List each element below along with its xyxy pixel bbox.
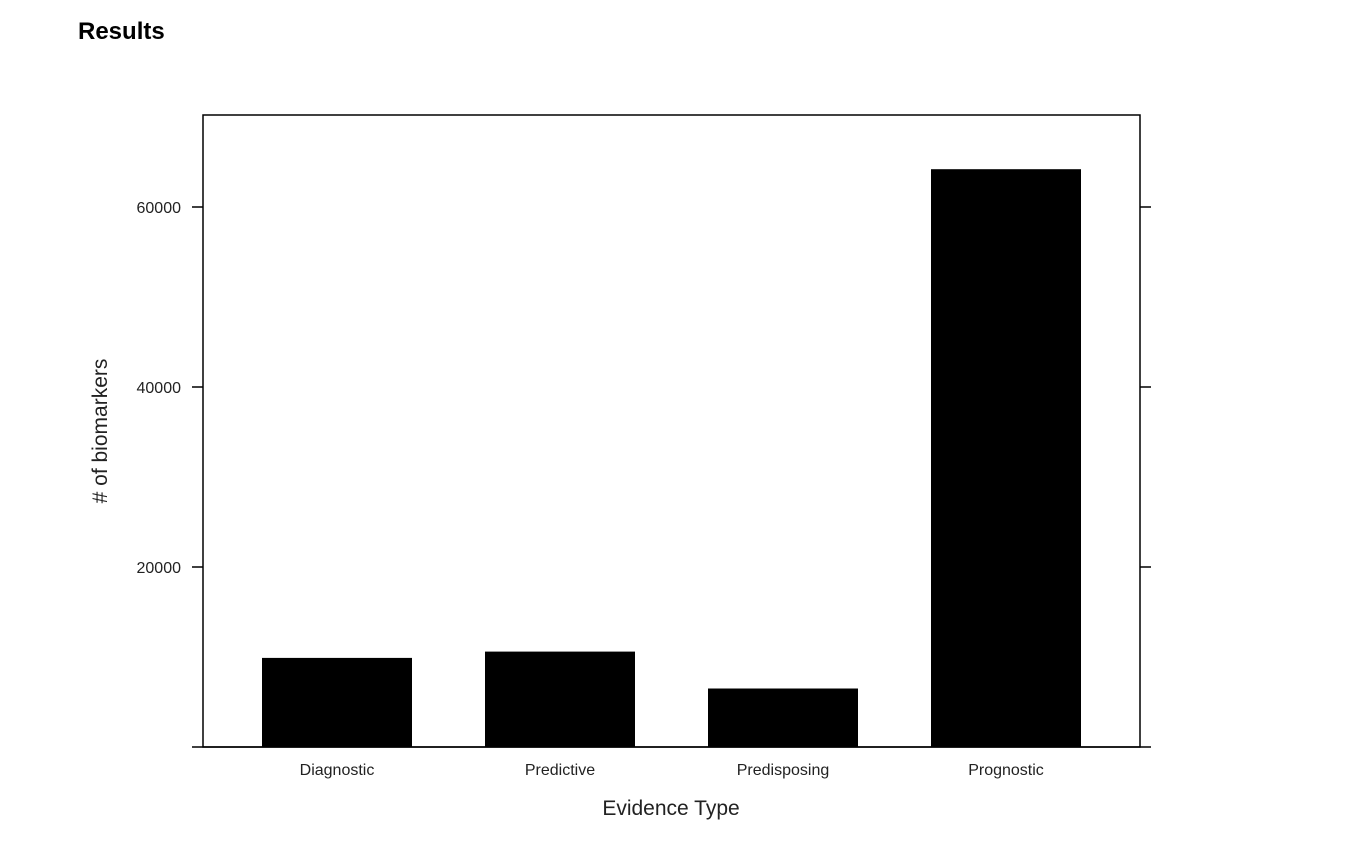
bars-group xyxy=(262,169,1081,747)
bar-predisposing xyxy=(708,688,858,747)
bar-diagnostic xyxy=(262,657,412,747)
y-tick-label: 40000 xyxy=(137,380,182,397)
bar-prognostic xyxy=(931,169,1081,747)
y-tick-label: 20000 xyxy=(137,560,182,577)
x-tick-labels-group: Diagnostic Predictive Predisposing Prognost… xyxy=(300,762,1044,779)
x-tick-label: Predictive xyxy=(525,762,595,779)
y-tick-label: 60000 xyxy=(137,200,182,217)
y-axis-title: # of biomarkers xyxy=(89,359,112,504)
x-axis-title: Evidence Type xyxy=(602,797,739,820)
x-tick-label: Predisposing xyxy=(737,762,830,779)
x-tick-label: Prognostic xyxy=(968,762,1044,779)
y-ticks-group: 20000 40000 60000 xyxy=(137,200,1151,577)
bar-predictive xyxy=(485,651,635,747)
x-tick-label: Diagnostic xyxy=(300,762,375,779)
section-heading: Results xyxy=(78,18,165,45)
